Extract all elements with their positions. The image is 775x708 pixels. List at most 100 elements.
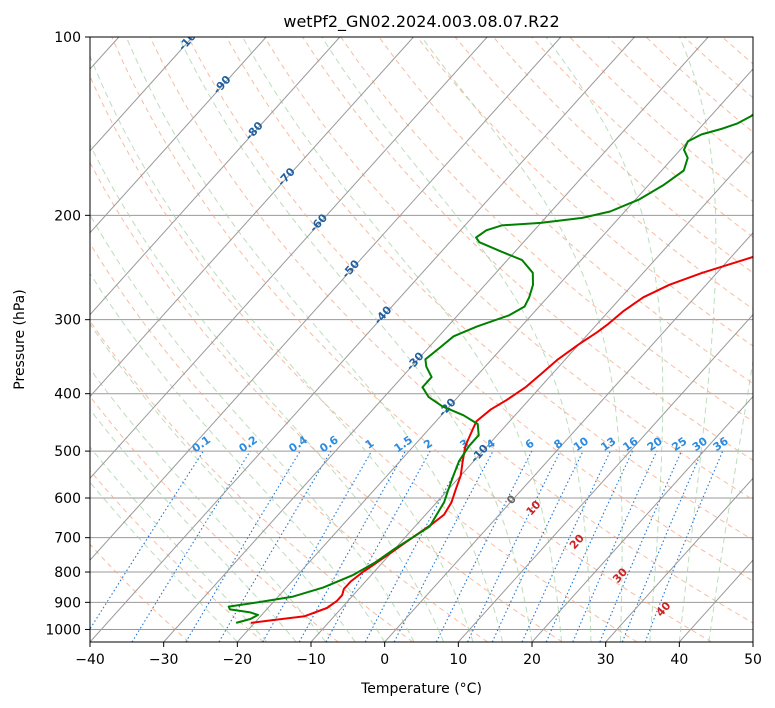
y-tick-label: 1000 xyxy=(45,622,81,638)
isotherm xyxy=(90,37,267,234)
moist-adiabat xyxy=(421,37,623,642)
moist-adiabat xyxy=(321,37,592,642)
moist-adiabat xyxy=(90,408,297,642)
plot-frame xyxy=(89,36,754,643)
y-tick-label: 600 xyxy=(54,491,81,507)
dry-adiabat xyxy=(90,161,563,642)
moist-adiabat xyxy=(545,37,664,642)
isotherm xyxy=(531,395,753,642)
moist-adiabat xyxy=(242,37,562,642)
dry-adiabat xyxy=(645,37,753,133)
dry-adiabat xyxy=(187,37,753,582)
y-tick-label: 200 xyxy=(54,208,81,224)
dewpoint-profile xyxy=(227,113,753,624)
x-tick-label: 20 xyxy=(523,652,541,668)
mixing-ratio-line xyxy=(185,450,301,642)
mixing-ratio-line xyxy=(644,450,724,642)
moist-adiabat xyxy=(90,143,445,642)
isotherm xyxy=(163,37,709,642)
y-tick-label: 700 xyxy=(54,531,81,547)
isotherm xyxy=(310,150,753,642)
isotherm xyxy=(236,68,753,642)
mixing-ratio-line xyxy=(435,450,533,642)
dry-adiabat xyxy=(90,242,488,642)
mixing-ratio-line xyxy=(572,450,658,642)
dry-adiabat-label: -100 xyxy=(176,24,204,53)
dry-adiabat xyxy=(111,37,712,642)
mixing-ratio-line xyxy=(364,450,467,642)
y-tick-label: 500 xyxy=(54,444,81,460)
isotherm xyxy=(457,313,753,642)
dry-adiabat xyxy=(90,75,638,642)
mixing-ratio-label: 0.4 xyxy=(286,433,310,455)
dry-adiabat xyxy=(90,320,414,642)
temperature-profile xyxy=(250,255,753,624)
mixing-ratio-line xyxy=(621,450,703,642)
dry-adiabat xyxy=(225,37,753,541)
plot-area: 0.1 0.2 0.4 0.6 1 1.5 2 3 4 6 8 10 13 16 20 25 30 36-100-… xyxy=(90,24,753,642)
isotherm xyxy=(752,641,753,642)
dry-adiabat xyxy=(90,469,264,642)
moist-adiabat-label: 30 xyxy=(610,565,630,585)
x-tick-label: 40 xyxy=(670,652,688,668)
dry-adiabat xyxy=(302,37,753,461)
moist-adiabat xyxy=(125,37,503,642)
x-axis-label: Temperature (°C) xyxy=(360,681,482,697)
x-tick-label: 10 xyxy=(449,652,467,668)
isotherm xyxy=(90,37,341,316)
moist-adiabat xyxy=(90,54,474,642)
mixing-ratio-line xyxy=(298,450,406,642)
mixing-ratio-line xyxy=(599,450,682,642)
x-tick-label: −40 xyxy=(75,652,105,668)
moist-adiabat xyxy=(90,481,238,642)
x-tick-label: −10 xyxy=(296,652,326,668)
moist-adiabat xyxy=(90,272,386,642)
y-tick-label: 900 xyxy=(54,595,81,611)
chart-title: wetPf2_GN02.2024.003.08.07.R22 xyxy=(283,12,559,32)
mixing-ratio-label: 1.5 xyxy=(392,433,415,455)
isotherm xyxy=(90,37,414,398)
moist-adiabat-label: 10 xyxy=(524,498,544,518)
mixing-ratio-line xyxy=(262,450,373,642)
dry-adiabat xyxy=(90,543,190,642)
isotherm xyxy=(90,37,635,642)
x-tick-label: 30 xyxy=(597,652,615,668)
y-tick-label: 100 xyxy=(54,30,81,46)
y-tick-label: 300 xyxy=(54,313,81,329)
x-tick-label: −20 xyxy=(223,652,253,668)
moist-adiabat xyxy=(178,37,533,642)
x-tick-label: 0 xyxy=(380,652,389,668)
isotherm xyxy=(384,231,753,642)
moist-adiabat-label: 20 xyxy=(567,532,587,552)
dry-adiabat xyxy=(607,37,753,168)
mixing-ratio-label: 6 xyxy=(523,437,537,452)
isotherm xyxy=(90,37,488,480)
x-tick-label: 50 xyxy=(744,652,762,668)
moist-adiabat xyxy=(708,358,753,642)
mixing-ratio-label: 2 xyxy=(421,437,435,452)
axes: −40 −30 −20 −10 0 10 20 30 40 5010020030040050060… xyxy=(45,30,762,668)
dry-adiabat xyxy=(90,395,339,642)
x-tick-label: −30 xyxy=(149,652,179,668)
mixing-ratio-line xyxy=(90,450,204,630)
dry-adiabat xyxy=(264,37,753,501)
y-tick-label: 400 xyxy=(54,387,81,403)
isotherm xyxy=(605,477,753,642)
dry-adiabat xyxy=(683,37,753,99)
mixing-ratio-line xyxy=(131,450,251,642)
moist-adiabat xyxy=(90,446,268,642)
moist-adiabat xyxy=(678,37,717,642)
mixing-ratio-line xyxy=(545,450,633,642)
mixing-ratio-line xyxy=(325,450,431,642)
isotherm xyxy=(90,37,562,561)
y-axis-label: Pressure (hPa) xyxy=(12,289,28,389)
moist-adiabat xyxy=(90,367,327,642)
mixing-ratio-label: 0.6 xyxy=(317,433,341,455)
mixing-ratio-line xyxy=(467,450,561,642)
dry-adiabat xyxy=(416,37,753,347)
mixing-ratio-label: 0.1 xyxy=(190,433,213,455)
moist-adiabat xyxy=(90,213,415,642)
dry-adiabat xyxy=(531,37,753,238)
moist-adiabat xyxy=(90,323,356,642)
